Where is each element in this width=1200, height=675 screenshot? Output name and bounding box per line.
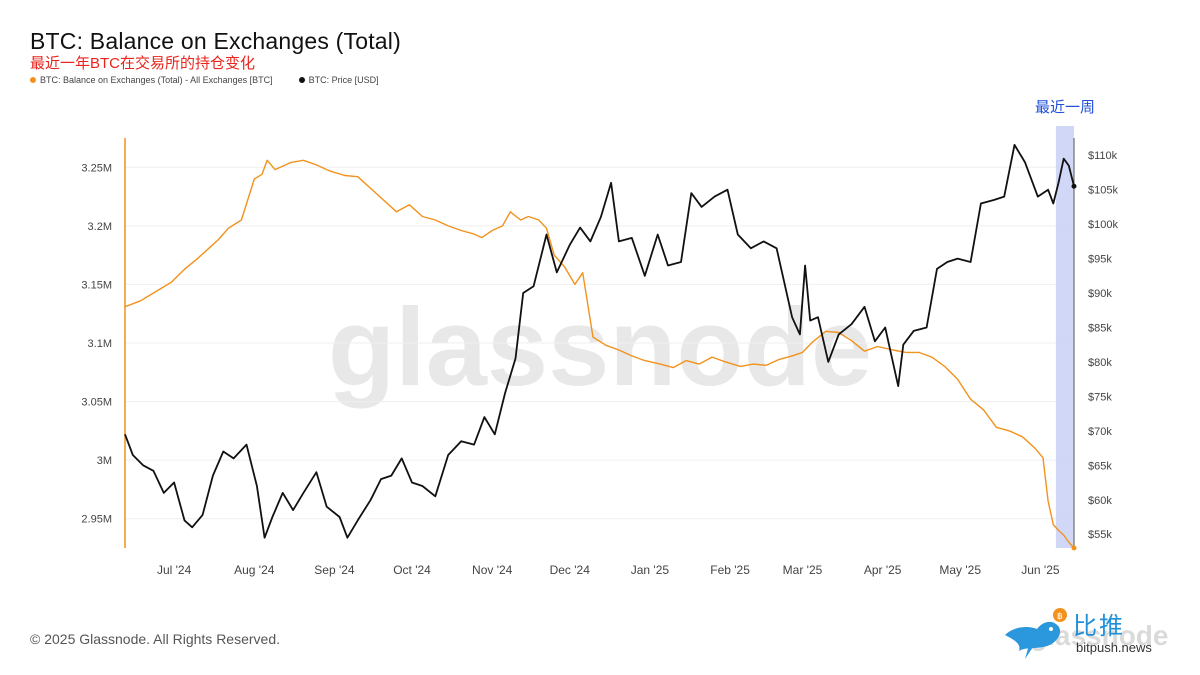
y-right-tick-label: $65k: [1088, 460, 1112, 472]
x-tick-label: Dec '24: [550, 563, 591, 577]
y-left-tick-label: 3.25M: [81, 162, 112, 174]
legend-item-balance[interactable]: BTC: Balance on Exchanges (Total) - All …: [30, 75, 273, 85]
y-right-tick-label: $90k: [1088, 288, 1112, 300]
legend-label-price: BTC: Price [USD]: [308, 75, 379, 85]
x-tick-label: Jan '25: [631, 563, 670, 577]
bitpush-logo-cn: 比推: [1073, 613, 1125, 640]
series-endpoint-balance: [1071, 545, 1077, 551]
y-left-tick-label: 3M: [97, 455, 112, 467]
legend-item-price[interactable]: BTC: Price [USD]: [298, 75, 379, 85]
x-tick-label: Feb '25: [710, 563, 750, 577]
series-endpoint-price: [1071, 183, 1077, 189]
y-right-tick-label: $70k: [1088, 426, 1112, 438]
copyright-text: © 2025 Glassnode. All Rights Reserved.: [30, 631, 281, 647]
svg-text:฿: ฿: [1057, 612, 1063, 622]
x-tick-label: May '25: [939, 563, 981, 577]
y-right-tick-label: $60k: [1088, 495, 1112, 507]
y-right-tick-label: $85k: [1088, 322, 1112, 334]
y-right-tick-label: $75k: [1088, 391, 1112, 403]
x-tick-label: Jul '24: [157, 563, 192, 577]
y-right-tick-label: $100k: [1088, 219, 1118, 231]
chart-legend: BTC: Balance on Exchanges (Total) - All …: [30, 75, 379, 85]
y-left-tick-label: 3.1M: [88, 338, 112, 350]
y-right-tick-label: $55k: [1088, 529, 1112, 541]
y-left-tick-label: 3.15M: [81, 279, 112, 291]
x-tick-label: Aug '24: [234, 563, 275, 577]
x-tick-label: Oct '24: [393, 563, 431, 577]
y-right-tick-label: $95k: [1088, 254, 1112, 266]
x-tick-label: Nov '24: [472, 563, 513, 577]
x-tick-label: Sep '24: [314, 563, 355, 577]
chart-subtitle: 最近一年BTC在交易所的持仓变化: [30, 55, 256, 72]
y-right-tick-label: $80k: [1088, 357, 1112, 369]
x-tick-label: Mar '25: [783, 563, 823, 577]
glassnode-watermark: glassnode: [328, 286, 872, 409]
y-left-tick-label: 2.95M: [81, 514, 112, 526]
series-line-balance: [124, 159, 1075, 549]
chart-title: BTC: Balance on Exchanges (Total): [30, 28, 401, 54]
bitpush-logo-en: bitpush.news: [1076, 640, 1152, 655]
bitpush-bird-logo: ฿: [1005, 608, 1067, 659]
y-right-tick-label: $110k: [1088, 150, 1118, 162]
highlight-label: 最近一周: [1035, 98, 1095, 116]
y-left-tick-label: 3.05M: [81, 397, 112, 409]
x-tick-label: Apr '25: [864, 563, 902, 577]
x-tick-label: Jun '25: [1021, 563, 1060, 577]
series-line-price: [124, 143, 1075, 539]
y-left-tick-label: 3.2M: [88, 221, 112, 233]
highlight-band: [1055, 126, 1074, 548]
legend-dot-price: [298, 77, 305, 83]
legend-dot-balance: [30, 77, 36, 83]
legend-label-balance: BTC: Balance on Exchanges (Total) - All …: [40, 75, 273, 85]
y-right-tick-label: $105k: [1088, 185, 1118, 197]
